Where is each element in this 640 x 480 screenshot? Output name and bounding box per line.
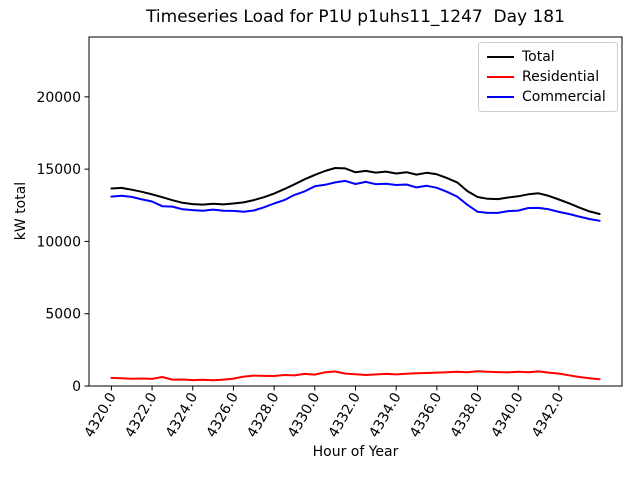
legend-entry-total: Total — [487, 47, 609, 67]
legend-line-swatch-commercial — [487, 96, 514, 98]
x-tick-label: 4340.0 — [488, 390, 526, 440]
legend-label-commercial: Commercial — [522, 89, 606, 105]
y-tick-label: 20000 — [36, 90, 81, 106]
x-tick-label: 4342.0 — [529, 390, 567, 440]
y-tick-label: 0 — [72, 379, 81, 395]
chart-title: Timeseries Load for P1U p1uhs11_1247 Day… — [146, 7, 565, 27]
x-tick-label: 4330.0 — [285, 390, 323, 440]
x-tick-label: 4338.0 — [448, 390, 486, 440]
x-tick-label: 4334.0 — [366, 390, 404, 440]
x-tick-label: 4320.0 — [81, 390, 119, 440]
x-tick-label: 4326.0 — [204, 390, 242, 440]
series-line-residential — [110, 370, 601, 382]
x-tick-label: 4324.0 — [163, 390, 201, 440]
legend-entry-residential: Residential — [487, 67, 609, 87]
y-axis-label: kW total — [13, 181, 29, 241]
series-line-total — [110, 167, 601, 215]
series-line-commercial — [110, 179, 601, 222]
x-axis-label: Hour of Year — [312, 444, 399, 460]
legend: Total Residential Commercial — [478, 42, 618, 112]
x-tick-label: 4332.0 — [326, 390, 364, 440]
x-tick-label: 4322.0 — [122, 390, 160, 440]
y-tick-label: 10000 — [36, 234, 81, 250]
legend-entry-commercial: Commercial — [487, 87, 609, 107]
y-tick-label: 5000 — [45, 307, 81, 323]
legend-line-swatch-residential — [487, 76, 514, 78]
legend-label-total: Total — [522, 49, 555, 65]
y-tick-label: 15000 — [36, 162, 81, 178]
legend-line-swatch-total — [487, 56, 514, 58]
x-tick-label: 4328.0 — [244, 390, 282, 440]
legend-label-residential: Residential — [522, 69, 600, 85]
x-tick-label: 4336.0 — [407, 390, 445, 440]
